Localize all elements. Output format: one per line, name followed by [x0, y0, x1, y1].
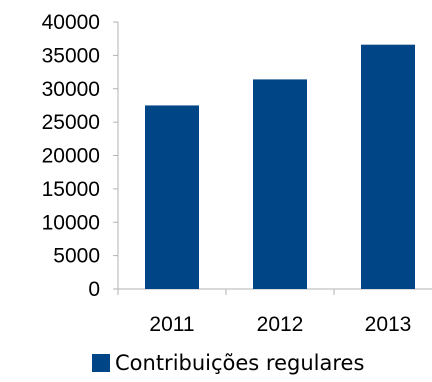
y-tick-label: 5000	[53, 245, 100, 268]
y-tick-label: 35000	[42, 44, 100, 67]
bar-2011	[145, 105, 199, 289]
y-tick-label: 0	[88, 278, 100, 301]
x-axis: 2011 2012 2013	[117, 288, 432, 336]
y-tick-label: 30000	[42, 78, 100, 101]
x-tick-label: 2013	[365, 313, 412, 336]
y-tick-label: 40000	[42, 11, 100, 34]
y-tick-label: 25000	[42, 111, 100, 134]
bar-2013	[361, 44, 415, 289]
y-tick-label: 20000	[42, 145, 100, 168]
y-tick-label: 15000	[42, 178, 100, 201]
legend: Contribuições regulares	[92, 351, 364, 375]
legend-swatch	[92, 354, 110, 372]
legend-label: Contribuições regulares	[115, 351, 364, 375]
bar-2012	[253, 79, 307, 289]
y-tick-label: 10000	[42, 211, 100, 234]
bars	[145, 44, 415, 289]
x-tick-label: 2011	[149, 313, 194, 336]
y-axis: 0 5000 10000 15000 20000 25000 30000 35000 40000	[42, 11, 119, 301]
x-tick-label: 2012	[257, 313, 304, 336]
